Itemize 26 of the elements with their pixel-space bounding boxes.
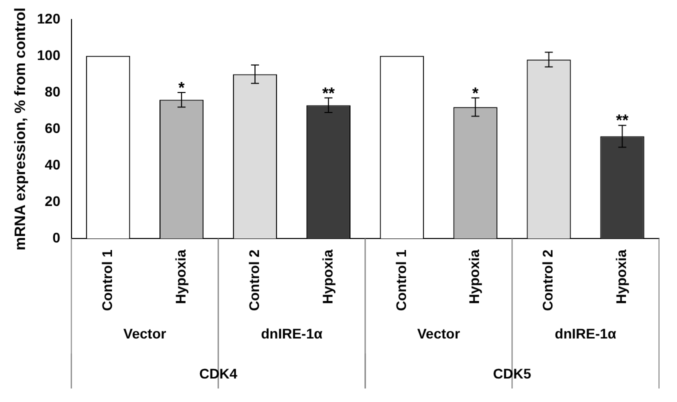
x-tick-label: Hypoxia (466, 249, 482, 304)
text: dnIRE-1α (554, 325, 617, 342)
y-tick-label: 100 (37, 46, 61, 63)
x-tick-label: Hypoxia (319, 249, 336, 304)
x-tick-label: Control 1 (392, 249, 409, 312)
y-axis-title: mRNA expression, % from control (12, 8, 30, 250)
text: CDK5 (493, 365, 532, 382)
y-tick-label: 40 (44, 156, 61, 172)
y-tick-label: 60 (44, 120, 61, 136)
x-tick-label: Hypoxia (613, 249, 630, 304)
y-tick-label: 120 (37, 10, 61, 26)
text: dnIRE-1α (260, 325, 323, 342)
annotation: ** (322, 85, 336, 102)
x-tick-label: Control 2 (540, 249, 556, 312)
x-tick-label: Control 2 (246, 249, 262, 312)
x-tick-label: Hypoxia (172, 249, 188, 304)
text: Vector (123, 325, 167, 342)
y-tick-label: 0 (52, 229, 61, 246)
annotation: ** (616, 112, 630, 130)
annotation: * (178, 80, 186, 97)
text: Vector (417, 325, 461, 342)
text: CDK4 (199, 365, 238, 382)
y-tick-label: 80 (44, 83, 61, 100)
annotation: * (472, 85, 480, 102)
x-tick-label: Control 1 (98, 249, 115, 312)
y-tick-label: 20 (44, 192, 61, 209)
